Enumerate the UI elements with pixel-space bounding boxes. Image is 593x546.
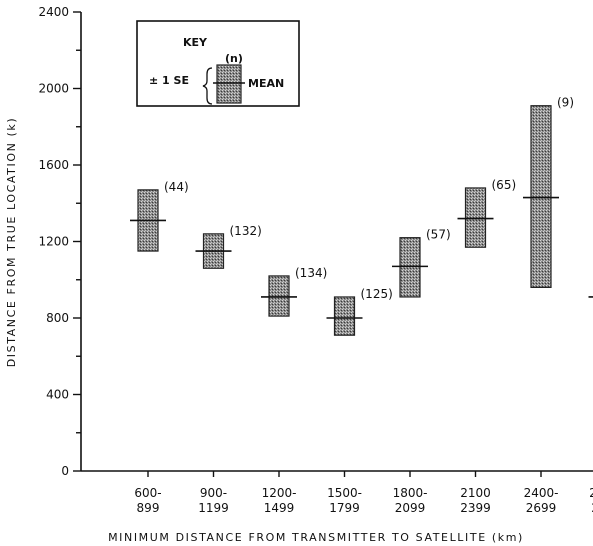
count-labels: (44)(132)(134)(125)(57)(65)(9)(18 bbox=[164, 96, 574, 301]
x-tick-label: 2400-2699 bbox=[524, 486, 559, 515]
count-label: (57) bbox=[426, 228, 451, 242]
y-tick-label: 1200 bbox=[38, 235, 69, 249]
y-tick-label: 1600 bbox=[38, 158, 69, 172]
x-tick-label: 1500-1799 bbox=[327, 486, 362, 515]
se-boxes bbox=[137, 105, 552, 336]
x-axis-title: MINIMUM DISTANCE FROM TRANSMITTER TO SAT… bbox=[108, 531, 524, 544]
legend-mean-label: MEAN bbox=[248, 77, 284, 90]
y-tick-label: 2400 bbox=[38, 5, 69, 19]
x-ticks bbox=[147, 471, 542, 477]
y-ticks bbox=[73, 11, 81, 472]
count-label: (132) bbox=[230, 224, 262, 238]
legend-brace bbox=[202, 67, 213, 105]
y-tick-label: 2000 bbox=[38, 82, 69, 96]
x-tick-labels: 600-899 900-1199 1200-1499 1500-1799 1800-20… bbox=[134, 486, 593, 515]
se-box bbox=[333, 296, 356, 336]
legend-title: KEY bbox=[183, 36, 208, 49]
legend-box bbox=[216, 64, 242, 104]
se-box bbox=[399, 237, 421, 298]
count-label: (134) bbox=[295, 266, 327, 280]
x-tick-label: 2700-2999 bbox=[589, 486, 593, 515]
y-tick-label: 400 bbox=[46, 388, 69, 402]
se-box bbox=[268, 275, 290, 317]
x-tick-label: 1800-2099 bbox=[393, 486, 428, 515]
count-label: (65) bbox=[492, 178, 517, 192]
x-tick-label: 600-899 bbox=[134, 486, 161, 515]
y-tick-label: 800 bbox=[46, 311, 69, 325]
x-tick-label: 2100 2399 bbox=[460, 486, 491, 515]
mean-lines bbox=[130, 196, 593, 319]
x-tick-label: 900-1199 bbox=[198, 486, 229, 515]
se-box bbox=[464, 187, 487, 248]
count-label: (44) bbox=[164, 180, 189, 194]
legend-se-label: ± 1 SE bbox=[149, 74, 189, 87]
count-label: (125) bbox=[361, 287, 393, 301]
count-label: (9) bbox=[557, 96, 574, 110]
se-box bbox=[530, 105, 552, 289]
x-tick-label: 1200-1499 bbox=[262, 486, 297, 515]
legend-n-label: (n) bbox=[225, 52, 243, 65]
legend: KEY (n) ± 1 SE MEAN bbox=[136, 20, 300, 107]
y-axis-title: DISTANCE FROM TRUE LOCATION (k) bbox=[5, 117, 18, 368]
y-tick-labels: 0 400 800 1200 1600 2000 2400 bbox=[38, 5, 69, 478]
y-tick-label: 0 bbox=[61, 464, 69, 478]
